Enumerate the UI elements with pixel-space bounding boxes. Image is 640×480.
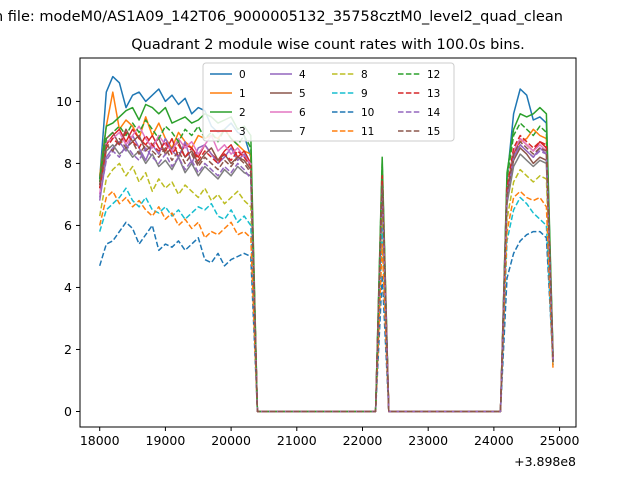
axes-frame bbox=[79, 57, 577, 428]
series-line-15 bbox=[98, 137, 554, 413]
legend-label-0: 0 bbox=[239, 69, 246, 81]
chart-title: Quadrant 2 module wise count rates with … bbox=[131, 37, 525, 53]
legend-label-14: 14 bbox=[427, 107, 441, 119]
legend-frame bbox=[202, 62, 455, 142]
legend-label-10: 10 bbox=[361, 107, 374, 119]
y-tick-label: 10 bbox=[56, 94, 72, 109]
legend-label-8: 8 bbox=[361, 69, 368, 81]
x-tick-label: 24000 bbox=[474, 433, 514, 448]
y-axis: 0 2 4 6 8 10 bbox=[56, 94, 80, 419]
legend-label-13: 13 bbox=[427, 88, 440, 100]
legend-label-12: 12 bbox=[427, 69, 440, 81]
legend-label-5: 5 bbox=[299, 88, 306, 100]
legend-label-9: 9 bbox=[361, 88, 368, 100]
x-tick-label: 22000 bbox=[343, 433, 383, 448]
figure-suptitle: n file: modeM0/AS1A09_142T06_9000005132_… bbox=[0, 9, 563, 25]
legend-label-2: 2 bbox=[239, 107, 246, 119]
x-tick-label: 23000 bbox=[408, 433, 448, 448]
x-offset-label: +3.898e8 bbox=[514, 454, 576, 469]
y-tick-label: 4 bbox=[64, 280, 72, 295]
x-axis: 18000 19000 20000 21000 22000 23000 24000 25000 bbox=[80, 427, 580, 448]
x-tick-label: 18000 bbox=[80, 433, 120, 448]
legend-label-11: 11 bbox=[361, 126, 374, 138]
x-tick-label: 25000 bbox=[540, 433, 580, 448]
y-tick-label: 2 bbox=[64, 342, 72, 357]
legend-label-6: 6 bbox=[299, 107, 306, 119]
legend-label-4: 4 bbox=[299, 69, 306, 81]
legend-label-15: 15 bbox=[427, 126, 440, 138]
x-tick-label: 20000 bbox=[211, 433, 251, 448]
y-tick-label: 8 bbox=[64, 156, 72, 171]
legend-label-7: 7 bbox=[299, 126, 306, 138]
legend-label-1: 1 bbox=[239, 88, 246, 100]
plot-area bbox=[79, 57, 577, 428]
x-tick-label: 21000 bbox=[277, 433, 317, 448]
series-layer bbox=[98, 75, 554, 413]
y-tick-label: 6 bbox=[64, 218, 72, 233]
legend-label-3: 3 bbox=[239, 126, 246, 138]
y-tick-label: 0 bbox=[64, 404, 72, 419]
x-tick-label: 19000 bbox=[146, 433, 186, 448]
